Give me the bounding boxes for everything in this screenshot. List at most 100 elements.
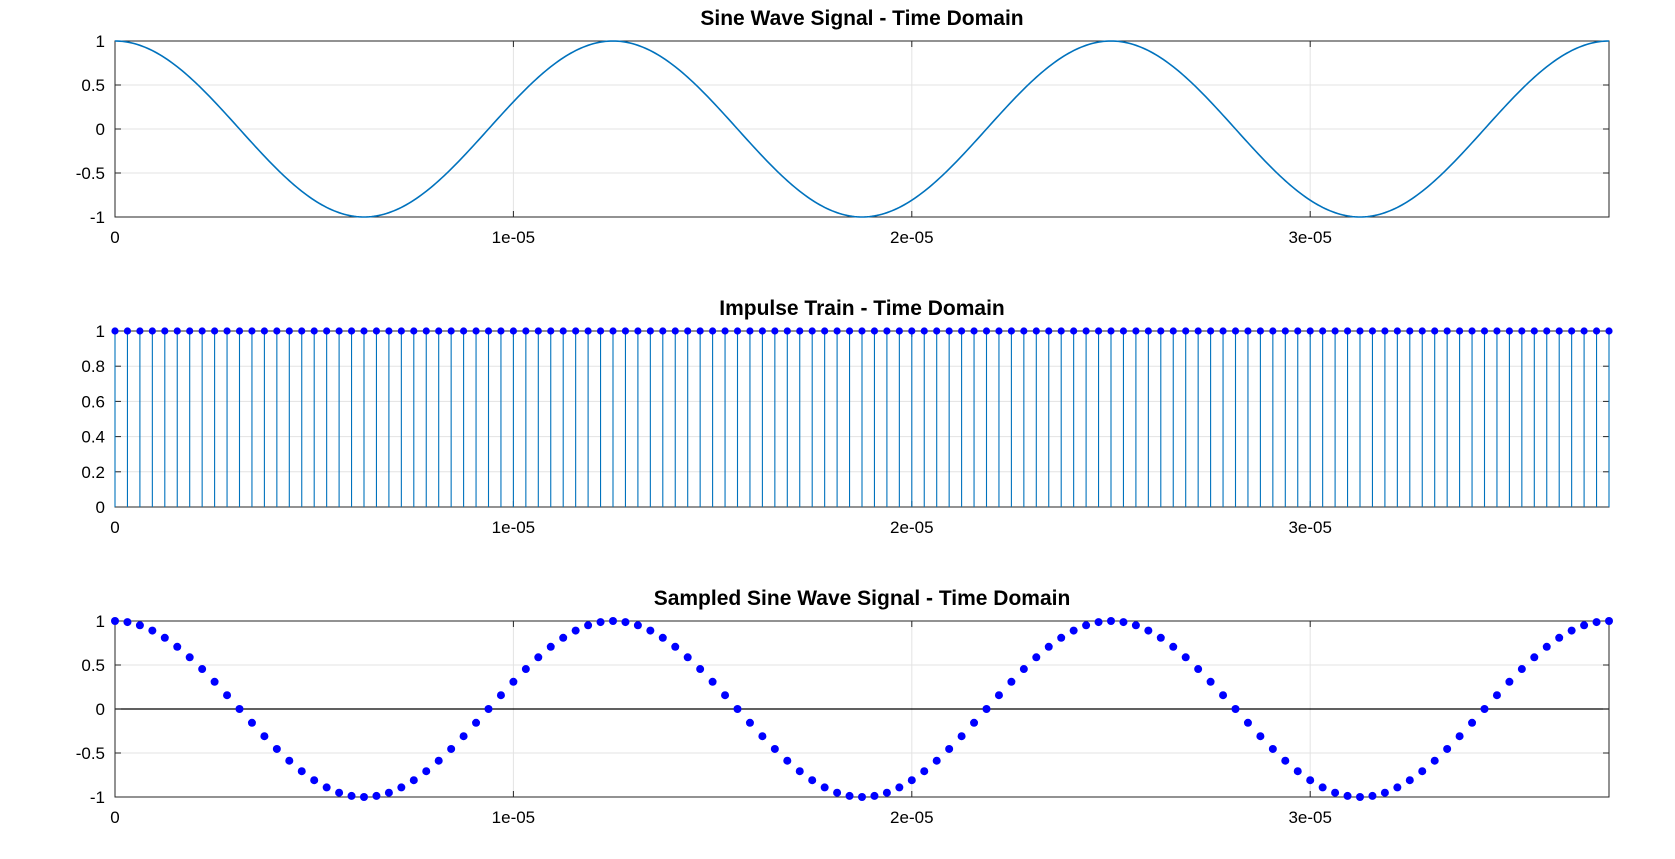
sample-point: [160, 633, 169, 642]
sample-point: [409, 776, 418, 785]
sample-point: [1318, 783, 1327, 792]
stem-marker: [1406, 327, 1414, 335]
stem-marker: [572, 327, 580, 335]
stem-marker: [1543, 327, 1551, 335]
stem-marker: [659, 327, 667, 335]
x-tick-label: 1e-05: [492, 518, 535, 537]
stem-marker: [1020, 327, 1028, 335]
sample-point: [372, 791, 381, 800]
sample-point: [1194, 665, 1203, 674]
stem-marker: [497, 327, 505, 335]
stem-marker: [596, 327, 605, 335]
sample-point: [708, 677, 717, 686]
stem-marker: [1530, 327, 1538, 335]
stem-marker: [211, 327, 219, 335]
stem-marker: [584, 327, 592, 335]
sample-point: [1530, 653, 1539, 662]
stem-marker: [335, 327, 343, 335]
sample-point: [1393, 783, 1402, 792]
sample-point: [895, 783, 904, 792]
sample-point: [521, 665, 530, 674]
sample-point: [1181, 653, 1190, 662]
x-tick-label: 2e-05: [890, 228, 933, 247]
sample-point: [397, 783, 406, 792]
stem-marker: [410, 327, 418, 335]
sample-point: [1492, 691, 1501, 700]
stem-marker: [1605, 327, 1613, 335]
sample-point: [945, 744, 954, 753]
x-tick-label: 0: [110, 808, 119, 827]
stem-marker: [1157, 327, 1165, 335]
sample-point: [1380, 788, 1389, 797]
sample-point: [198, 665, 207, 674]
stem-marker: [1555, 327, 1563, 335]
sample-point: [1156, 633, 1165, 642]
stem-marker: [920, 327, 928, 335]
stem-marker: [746, 327, 754, 335]
y-tick-label: -0.5: [76, 744, 105, 763]
sample-point: [496, 691, 505, 700]
sample-point: [434, 756, 443, 765]
stem-marker: [1393, 327, 1401, 335]
stem-marker: [1592, 327, 1601, 335]
chart-title: Impulse Train - Time Domain: [719, 297, 1005, 320]
sample-point: [1007, 677, 1016, 686]
sample-point: [658, 633, 667, 642]
sample-point: [1144, 626, 1153, 635]
y-tick-label: 0.5: [81, 656, 105, 675]
sample-point: [135, 621, 144, 630]
stem-marker: [783, 327, 791, 335]
stem-marker: [684, 327, 692, 335]
sample-point: [870, 791, 879, 800]
sample-point: [932, 756, 941, 765]
stem-marker: [995, 327, 1003, 335]
sample-point: [957, 732, 966, 741]
sample-point: [1243, 718, 1252, 727]
sample-point: [247, 718, 256, 727]
stem-marker: [609, 327, 617, 335]
stem-marker: [771, 327, 779, 335]
sample-point: [185, 653, 194, 662]
stem-marker: [372, 327, 381, 335]
y-tick-label: 0.5: [81, 76, 105, 95]
x-tick-label: 2e-05: [890, 808, 933, 827]
stem-marker: [422, 327, 430, 335]
sample-point: [173, 642, 182, 651]
sample-point: [596, 618, 605, 627]
y-tick-label: 0.8: [81, 357, 105, 376]
stem-marker: [1431, 327, 1439, 335]
y-tick-label: 0.2: [81, 463, 105, 482]
stem-marker: [161, 327, 169, 335]
sample-point: [297, 767, 306, 776]
stem-marker: [235, 327, 244, 335]
stem-marker: [1169, 327, 1177, 335]
x-tick-label: 2e-05: [890, 518, 933, 537]
stem-marker: [845, 327, 854, 335]
stem-marker: [385, 327, 393, 335]
stem-marker: [1032, 327, 1040, 335]
sample-point: [683, 653, 692, 662]
sample-point: [920, 767, 929, 776]
stem-marker: [509, 327, 517, 335]
stem-marker: [895, 327, 903, 335]
stem-marker: [136, 327, 144, 335]
y-tick-label: 0.6: [81, 392, 105, 411]
sample-point: [1256, 732, 1265, 741]
sample-point: [360, 793, 368, 801]
stem-marker: [709, 327, 717, 335]
stem-marker: [933, 327, 941, 335]
stem-marker: [173, 327, 181, 335]
stem-marker: [1244, 327, 1252, 335]
sample-point: [422, 767, 431, 776]
sample-point: [459, 732, 468, 741]
sample-point: [571, 626, 580, 635]
sample-point: [1592, 618, 1601, 627]
stem-marker: [808, 327, 816, 335]
y-tick-label: -1: [90, 788, 105, 807]
sample-point: [1057, 633, 1066, 642]
stem-marker: [198, 327, 206, 335]
stem-marker: [148, 327, 156, 335]
stem-marker: [1256, 327, 1264, 335]
stem-marker: [1580, 327, 1588, 335]
